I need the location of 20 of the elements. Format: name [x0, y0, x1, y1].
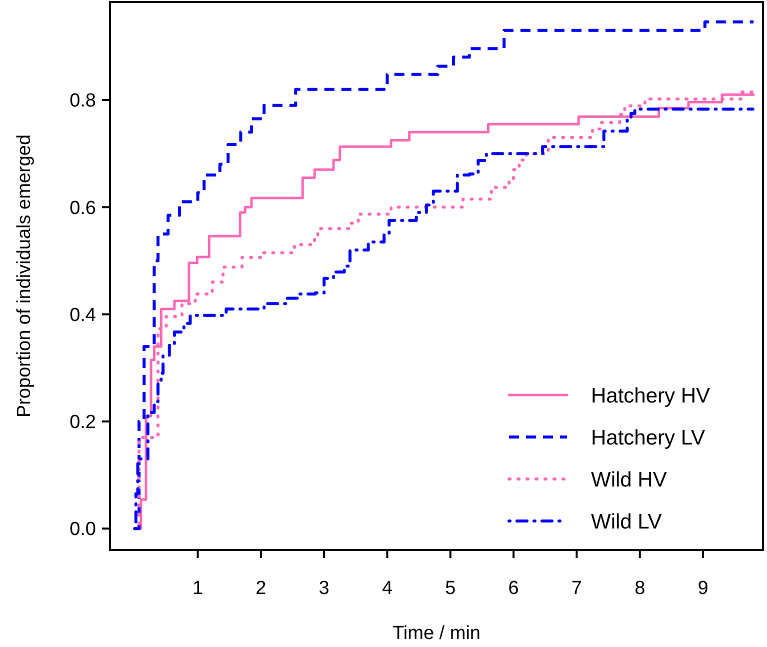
- y-tick-label: 0.6: [70, 198, 96, 219]
- y-tick-label: 0.4: [70, 304, 96, 326]
- x-tick-label: 1: [192, 578, 204, 599]
- x-tick-label: 8: [634, 578, 646, 599]
- y-tick-label: 0.8: [70, 90, 96, 112]
- x-tick-label: 3: [318, 578, 330, 599]
- x-tick-label: 9: [698, 578, 708, 599]
- legend-label: Hatchery HV: [591, 384, 710, 408]
- x-tick-label: 4: [382, 578, 393, 599]
- y-axis-title: Proportion of individuals emerged: [14, 134, 35, 418]
- x-tick-label: 5: [445, 578, 456, 599]
- x-tick-label: 7: [571, 578, 582, 599]
- x-axis-title: Time / min: [392, 623, 480, 644]
- y-tick-label: 0.2: [70, 412, 96, 434]
- legend-label: Hatchery LV: [591, 426, 705, 450]
- legend-label: Wild HV: [591, 468, 667, 492]
- x-tick-label: 6: [508, 578, 519, 599]
- y-tick-label: 0.0: [70, 519, 96, 540]
- x-tick-label: 2: [256, 578, 266, 599]
- legend-label: Wild LV: [591, 510, 662, 534]
